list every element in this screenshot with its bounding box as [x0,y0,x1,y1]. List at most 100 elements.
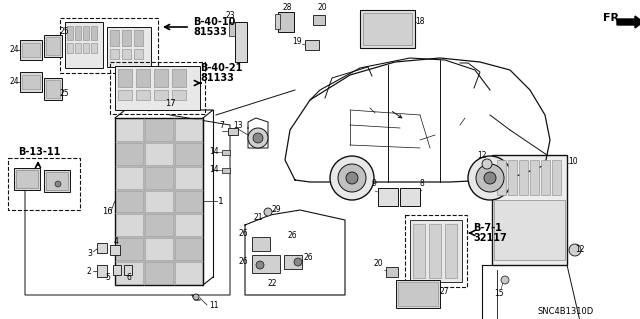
Bar [60,18,158,73]
Bar [118,69,132,87]
Bar [116,214,143,236]
Bar [222,150,230,155]
Bar [97,265,107,277]
Circle shape [482,159,492,169]
Text: 25: 25 [59,90,69,99]
Bar [16,170,38,188]
Circle shape [253,133,263,143]
Text: FR.: FR. [603,13,623,23]
Bar [83,26,89,40]
Bar [116,167,143,189]
Text: 16: 16 [102,206,112,216]
Bar [67,26,73,40]
Bar [44,170,70,192]
Text: 32117: 32117 [473,233,507,243]
Bar [398,282,438,306]
Bar [110,62,205,114]
Bar [97,243,107,253]
Text: 6: 6 [127,273,131,283]
Text: 3: 3 [88,249,92,257]
Bar [8,158,80,210]
Text: 5: 5 [106,273,111,283]
FancyArrow shape [617,16,640,28]
Bar [508,160,517,195]
Text: B-40-21: B-40-21 [200,63,243,73]
Text: 18: 18 [415,18,425,26]
Bar [519,160,528,195]
Bar [145,143,173,165]
Bar [110,245,120,255]
Bar [134,30,143,46]
Bar [410,220,462,282]
Bar [22,43,40,57]
Bar [46,80,60,98]
Bar [228,128,238,135]
Text: 23: 23 [225,11,235,20]
Bar [175,262,202,284]
Text: 12: 12 [477,152,487,160]
Circle shape [338,164,366,192]
Text: 19: 19 [292,38,301,47]
Bar [122,49,131,59]
Bar [145,238,173,260]
Text: B-7-1: B-7-1 [473,223,502,233]
Bar [91,26,97,40]
Bar [413,224,425,278]
Bar [83,43,89,53]
Bar [175,190,202,212]
Circle shape [256,261,264,269]
Bar [136,90,150,100]
Bar [67,43,73,53]
Bar [65,22,103,68]
Bar [107,27,151,67]
Bar [229,22,235,36]
Bar [44,35,62,57]
Bar [284,255,302,269]
Bar [136,69,150,87]
Circle shape [248,128,268,148]
Text: 20: 20 [317,4,327,12]
Text: 14: 14 [209,166,219,174]
Text: 10: 10 [568,158,578,167]
Bar [75,26,81,40]
Bar [75,43,81,53]
Text: 24: 24 [9,78,19,86]
Text: 2: 2 [86,266,92,276]
Text: 26: 26 [287,231,296,240]
Bar [530,160,539,195]
Text: 17: 17 [164,99,175,108]
Bar [360,10,415,48]
Bar [175,119,202,141]
Bar [44,78,62,100]
Circle shape [569,244,581,256]
Bar [14,168,40,190]
Text: 25: 25 [59,27,69,36]
Bar [235,22,247,62]
Text: 81133: 81133 [200,73,234,83]
Bar [116,119,143,141]
Bar [313,15,325,25]
Text: 1: 1 [218,197,224,205]
Text: 8: 8 [420,180,424,189]
Text: 26: 26 [303,253,313,262]
Bar [405,215,467,287]
Bar [115,66,200,110]
Bar [145,262,173,284]
Circle shape [330,156,374,200]
Circle shape [264,208,272,216]
Circle shape [468,156,512,200]
Bar [552,160,561,195]
Bar [91,43,97,53]
Bar [110,30,119,46]
Bar [20,72,42,92]
Bar [222,168,230,173]
Text: B-40-10: B-40-10 [193,17,236,27]
Text: 13: 13 [233,122,243,130]
Bar [497,160,506,195]
Text: 20: 20 [373,258,383,268]
Bar [20,40,42,60]
Bar [252,255,280,273]
Bar [172,69,186,87]
Text: 28: 28 [282,3,292,11]
Bar [175,214,202,236]
